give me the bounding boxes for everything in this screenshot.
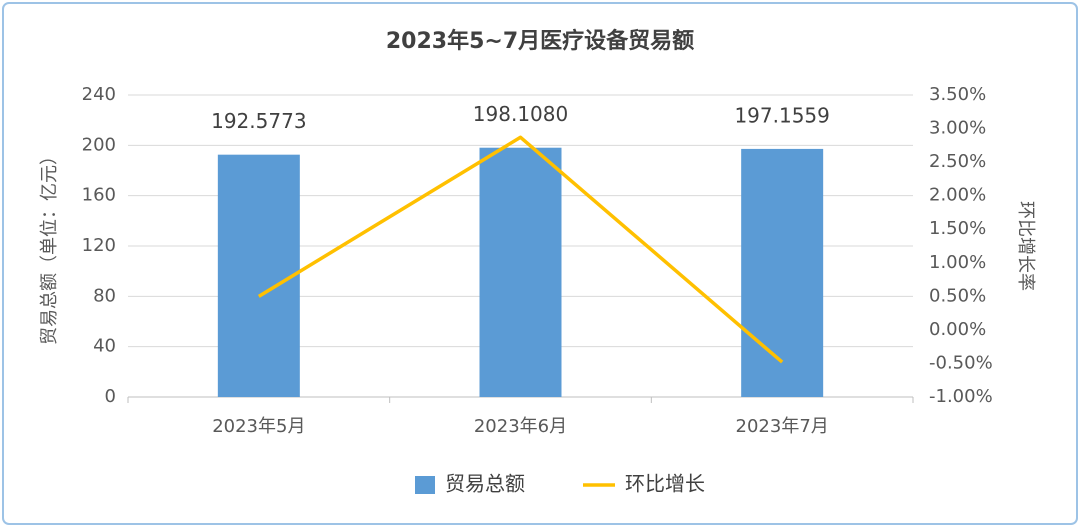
y-tick-label: 80 bbox=[93, 285, 116, 306]
y-tick-label: 240 bbox=[82, 84, 116, 105]
y-tick-label: 200 bbox=[82, 134, 116, 155]
legend-label: 环比增长 bbox=[625, 472, 705, 496]
y-tick-label: 160 bbox=[82, 185, 116, 206]
y2-tick-label: 1.50% bbox=[929, 218, 986, 239]
legend-swatch bbox=[415, 476, 435, 494]
data-label: 197.1559 bbox=[734, 103, 829, 127]
y-tick-label: 40 bbox=[93, 336, 116, 357]
y-tick-label: 120 bbox=[82, 235, 116, 256]
x-tick-label: 2023年5月 bbox=[212, 416, 305, 437]
y2-tick-label: -1.00% bbox=[929, 386, 993, 407]
data-label: 192.5773 bbox=[211, 109, 306, 133]
y2-axis-title: 环比增长率 bbox=[1015, 201, 1036, 291]
y2-tick-label: 3.00% bbox=[929, 118, 986, 139]
bar bbox=[479, 147, 562, 397]
legend-label: 贸易总额 bbox=[445, 472, 525, 496]
y-tick-label: 0 bbox=[105, 386, 116, 407]
y2-tick-label: 0.50% bbox=[929, 285, 986, 306]
y-axis-title: 贸易总额（单位：亿元） bbox=[39, 147, 60, 345]
x-tick-label: 2023年7月 bbox=[736, 416, 829, 437]
y2-tick-label: 2.50% bbox=[929, 151, 986, 172]
y2-tick-label: 0.00% bbox=[929, 319, 986, 340]
chart-title: 2023年5~7月医疗设备贸易额 bbox=[386, 28, 694, 54]
y2-tick-label: 1.00% bbox=[929, 252, 986, 273]
line bbox=[257, 135, 784, 364]
y2-tick-label: -0.50% bbox=[929, 352, 993, 373]
y2-tick-label: 2.00% bbox=[929, 185, 986, 206]
bar bbox=[217, 154, 300, 397]
bar bbox=[741, 148, 824, 397]
data-label: 198.1080 bbox=[473, 102, 568, 126]
y2-tick-label: 3.50% bbox=[929, 84, 986, 105]
x-tick-label: 2023年6月 bbox=[474, 416, 567, 437]
